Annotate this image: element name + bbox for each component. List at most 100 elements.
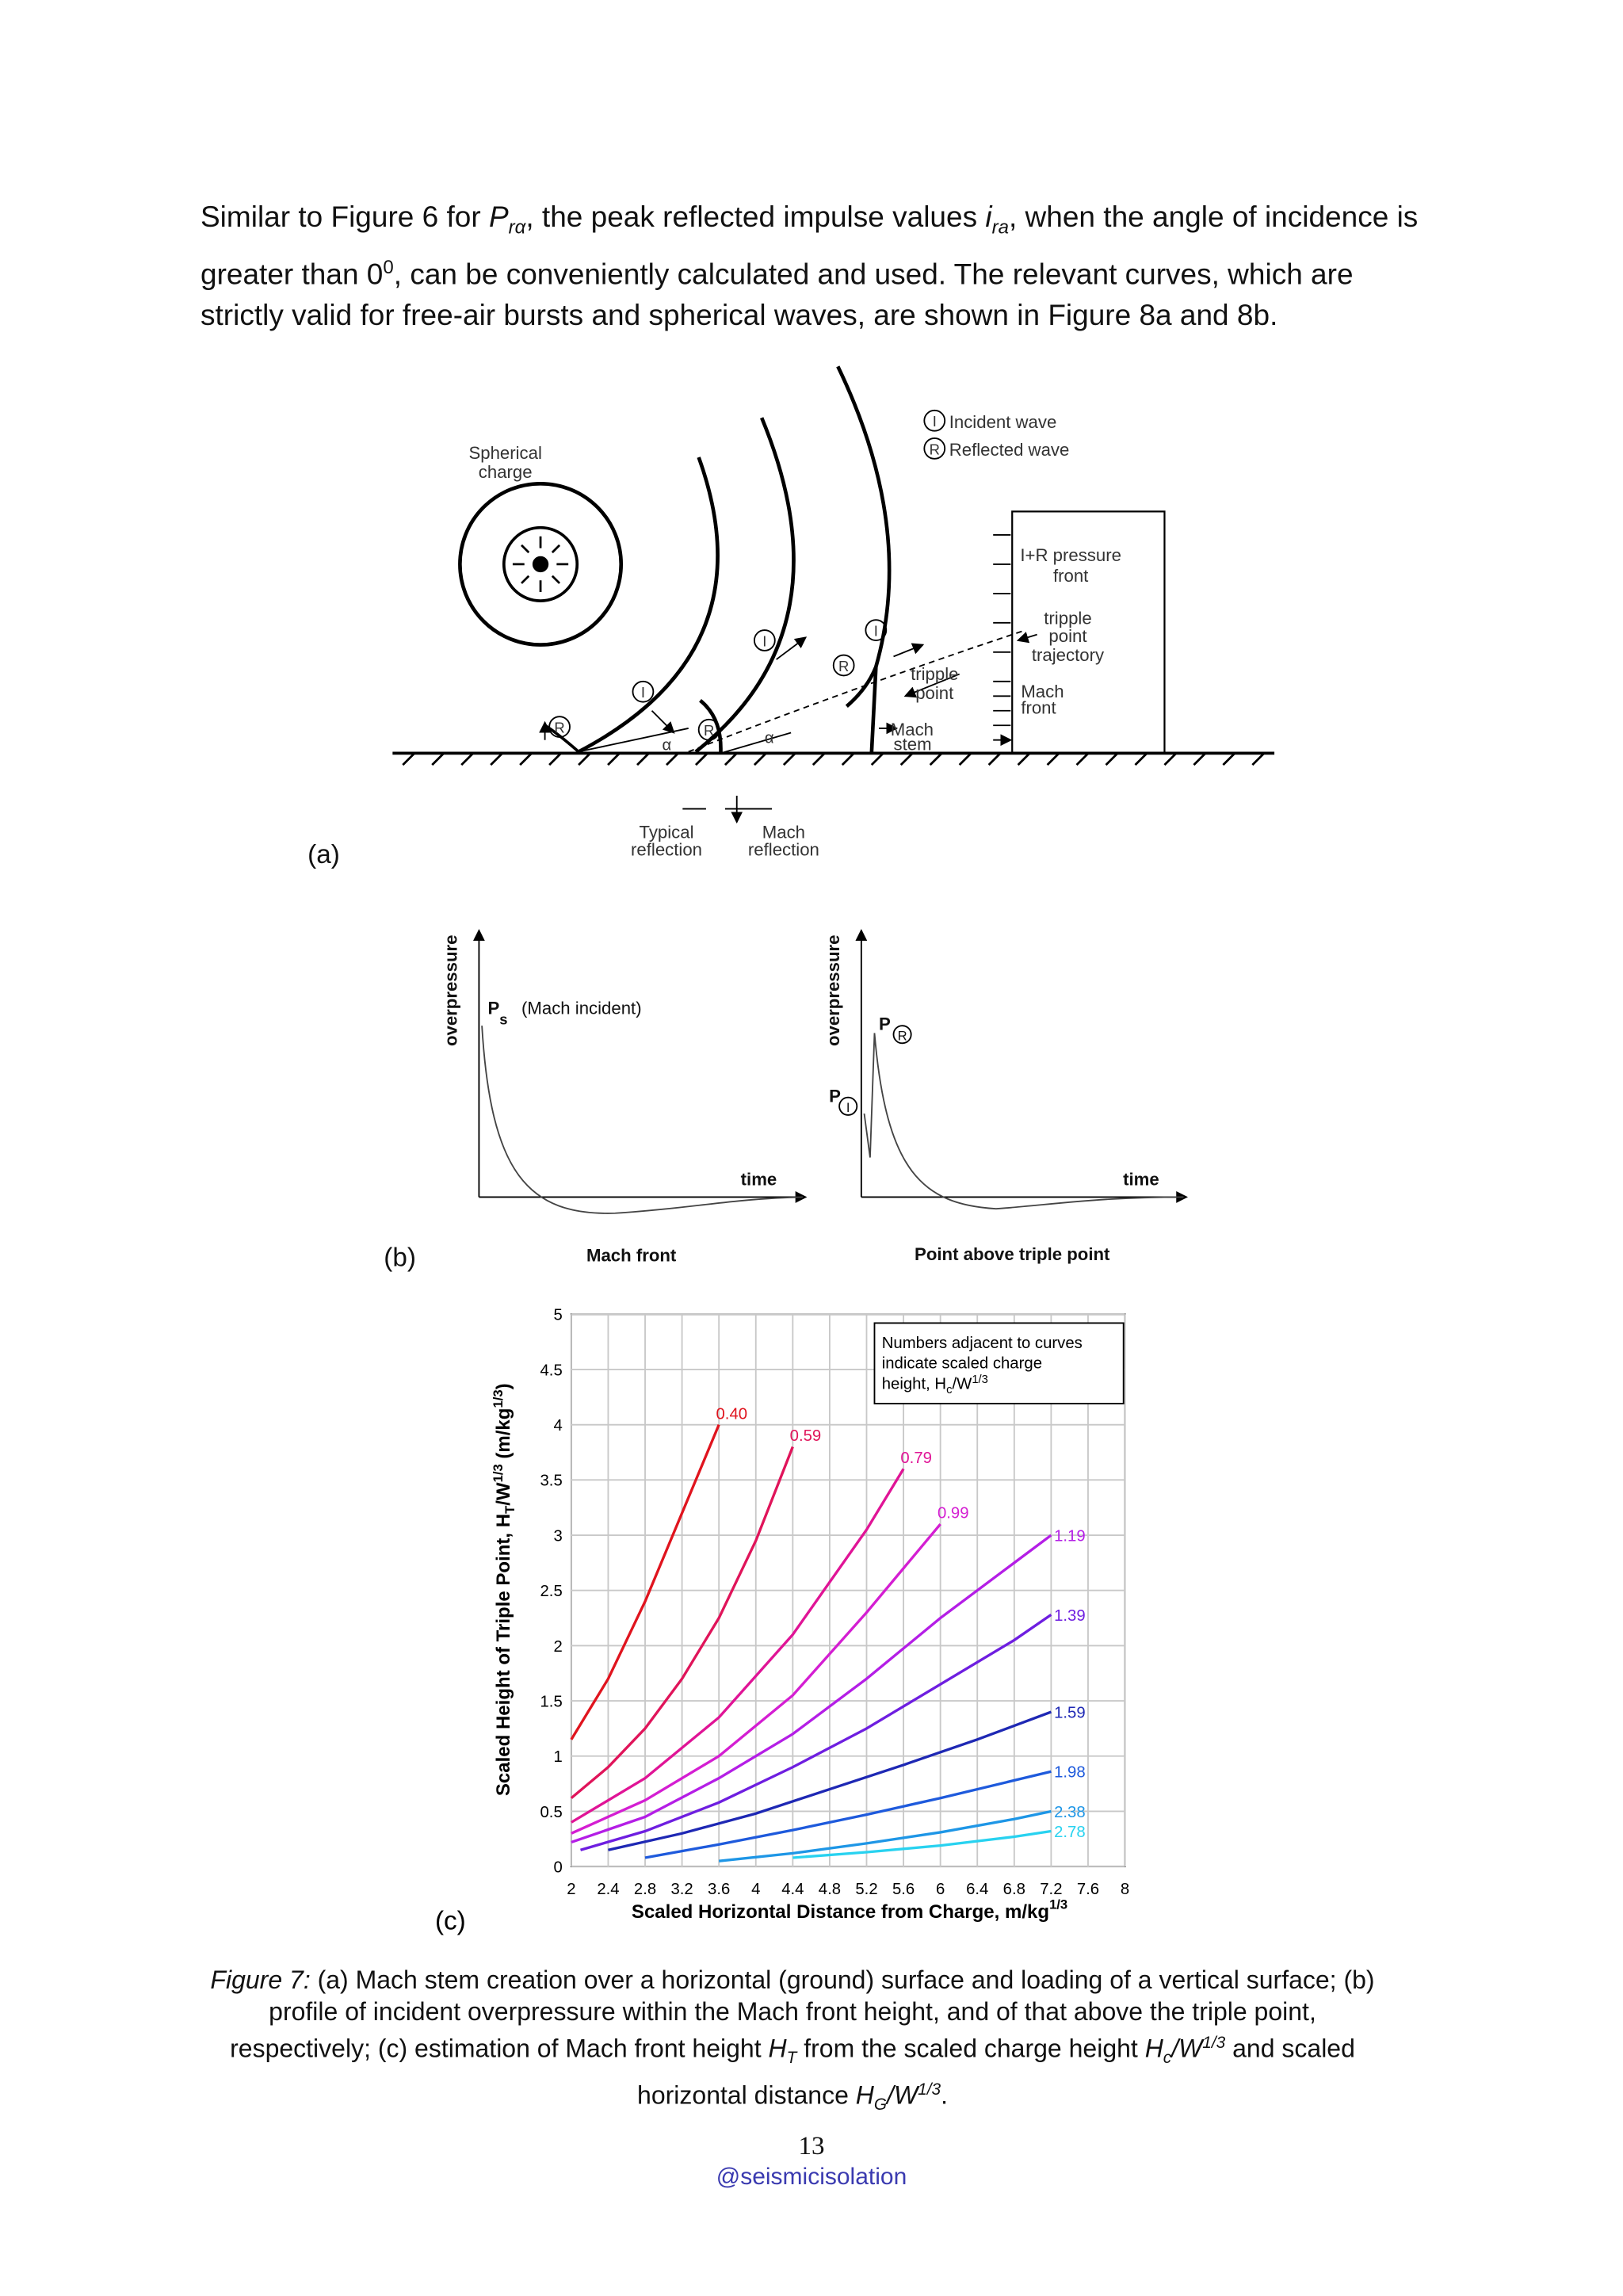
note: height, H xyxy=(882,1376,946,1393)
y-tick-label: 1.5 xyxy=(540,1693,563,1710)
x-tick-label: 3.6 xyxy=(708,1881,730,1898)
curve-label: 1.19 xyxy=(1054,1527,1086,1545)
shape xyxy=(836,365,892,754)
shape xyxy=(845,666,878,708)
x-axis-title: Scaled Horizontal Distance from Charge, … xyxy=(632,1897,1067,1923)
label: reflection xyxy=(748,840,819,860)
text: from the scaled charge height xyxy=(796,2034,1145,2063)
y-tick-label: 2.5 xyxy=(540,1583,563,1600)
text: 1/3 xyxy=(1202,2034,1226,2052)
curve xyxy=(644,1770,1052,1859)
shape xyxy=(481,1026,803,1214)
shape xyxy=(548,716,571,738)
y-tick-label: 4.5 xyxy=(540,1362,563,1379)
text: and scaled horizontal distance xyxy=(637,2034,1355,2110)
symbol: R xyxy=(554,719,564,735)
curve xyxy=(571,1523,941,1835)
shape xyxy=(578,457,720,754)
text: 1/3 xyxy=(918,2080,941,2099)
text: /W xyxy=(887,2080,918,2110)
text: /W xyxy=(1171,2034,1203,2063)
shape: rα xyxy=(509,216,526,238)
shape xyxy=(632,680,655,703)
paragraph: Similar to Figure 6 for Prα, the peak re… xyxy=(200,197,1430,335)
label: front xyxy=(1053,566,1088,586)
figure-c: Numbers adjacent to curves indicate scal… xyxy=(435,1307,1129,1936)
shape xyxy=(993,534,1010,740)
symbol: I xyxy=(846,1100,850,1115)
text: Scaled Height of Triple Point, H xyxy=(493,1514,514,1796)
y-tick-label: 3 xyxy=(553,1527,562,1545)
shape: c xyxy=(1163,2049,1171,2067)
symbol: I xyxy=(874,622,878,639)
curve-label: 0.40 xyxy=(716,1405,747,1423)
shape xyxy=(832,654,855,677)
label: Mach xyxy=(1021,682,1064,701)
x-tick-label: 3.2 xyxy=(670,1881,693,1898)
shape xyxy=(651,710,675,734)
text: rα xyxy=(508,216,526,239)
y-tick-label: 0.5 xyxy=(540,1804,563,1821)
curve xyxy=(571,1468,905,1824)
x-tick-label: 4 xyxy=(751,1881,760,1898)
x-tick-label: 5.6 xyxy=(892,1881,915,1898)
shape xyxy=(688,629,1026,753)
part-label: (a) xyxy=(307,840,340,869)
x-tick-label: 6.8 xyxy=(1003,1881,1025,1898)
legend-label: Incident wave xyxy=(949,412,1057,432)
shape xyxy=(923,409,946,432)
shape: G xyxy=(874,2095,887,2114)
x-tick-label: 6 xyxy=(936,1881,945,1898)
label: Typical xyxy=(640,823,694,842)
shape xyxy=(532,556,549,573)
label: s xyxy=(499,1010,507,1027)
shape xyxy=(838,1096,858,1116)
note: height, Hc/W1/3 xyxy=(882,1373,988,1396)
curve-label: 0.79 xyxy=(900,1450,932,1467)
shape xyxy=(863,1033,1184,1210)
label: charge xyxy=(479,462,533,482)
label: tripple xyxy=(911,664,958,684)
grid xyxy=(570,1313,1126,1868)
symbol: α xyxy=(662,737,671,755)
shape xyxy=(923,437,946,460)
axis-title: overpressure xyxy=(441,935,461,1047)
note: c xyxy=(946,1384,952,1396)
text: 1/3 xyxy=(491,1464,506,1482)
text: , the peak reflected impulse values xyxy=(525,201,986,233)
text: P xyxy=(488,201,509,233)
y-tick-label: 0 xyxy=(553,1859,562,1877)
subplot-title: Point above triple point xyxy=(915,1244,1110,1264)
part-label: (b) xyxy=(384,1243,416,1272)
axis-title: overpressure xyxy=(823,935,843,1047)
label: (Mach incident) xyxy=(521,998,642,1018)
x-tick-label: 7.6 xyxy=(1077,1881,1099,1898)
shape xyxy=(892,1025,912,1045)
text: i xyxy=(985,201,992,233)
text: T xyxy=(786,2049,797,2068)
label: I+R pressure xyxy=(1020,545,1121,565)
text: H xyxy=(768,2034,787,2063)
x-tick-label: 2.4 xyxy=(597,1881,619,1898)
note-box xyxy=(873,1322,1125,1404)
curve-label: 2.78 xyxy=(1054,1824,1086,1841)
figure-b xyxy=(473,929,1189,1214)
y-tick-label: 5 xyxy=(553,1307,562,1324)
text: ra xyxy=(991,216,1009,239)
shape xyxy=(1011,510,1166,755)
text: /W xyxy=(493,1482,514,1506)
text: Similar to Figure 6 for xyxy=(200,201,489,233)
label: point xyxy=(1048,626,1086,646)
shape xyxy=(402,752,1266,766)
symbol: R xyxy=(898,1029,907,1044)
page-number: 13 xyxy=(798,2132,825,2160)
text: , can be conveniently calculated and use… xyxy=(200,258,1354,331)
shape: 1/3 xyxy=(1202,2034,1225,2052)
y-axis-title: Scaled Height of Triple Point, HT/W1/3 (… xyxy=(491,1383,517,1796)
text: G xyxy=(873,2095,888,2115)
y-tick-label: 4 xyxy=(553,1417,562,1435)
curve-label: 0.59 xyxy=(790,1427,822,1445)
shape xyxy=(903,673,960,698)
